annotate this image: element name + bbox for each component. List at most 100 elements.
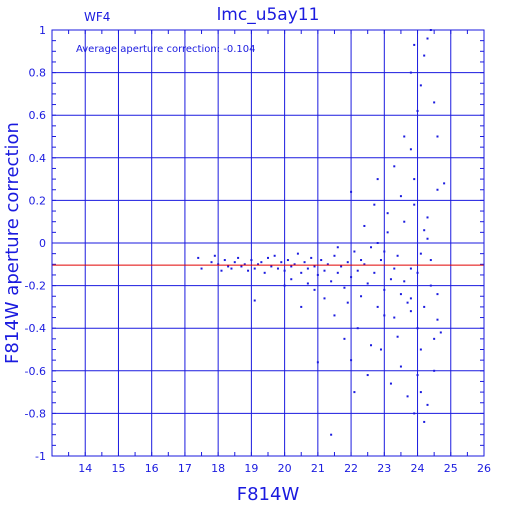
data-point <box>426 403 429 406</box>
data-point <box>213 254 216 257</box>
data-point <box>399 293 402 296</box>
data-point <box>426 216 429 219</box>
axis-ticks: 14 15 16 17 18 19 20 21 22 23 24 25 26 -1 -0.8 -0.6 -0.4… <box>25 24 491 475</box>
data-point <box>253 267 256 270</box>
data-point <box>429 284 432 287</box>
x-tick-label: 18 <box>211 462 225 475</box>
data-point <box>343 337 346 340</box>
data-point <box>303 261 306 264</box>
data-point <box>403 220 406 223</box>
data-point <box>419 252 422 255</box>
data-point <box>270 265 273 268</box>
data-point <box>230 267 233 270</box>
data-point <box>389 278 392 281</box>
data-point <box>300 305 303 308</box>
data-point <box>200 267 203 270</box>
data-point <box>409 148 412 151</box>
data-point <box>257 263 260 266</box>
chart-title: lmc_u5ay11 <box>217 5 320 25</box>
grid <box>52 29 485 457</box>
data-point <box>409 71 412 74</box>
data-point <box>316 361 319 364</box>
data-point <box>296 252 299 255</box>
data-point <box>413 178 416 181</box>
data-point <box>350 359 353 362</box>
data-point <box>429 259 432 262</box>
data-point <box>313 288 316 291</box>
data-point <box>366 374 369 377</box>
data-point <box>396 254 399 257</box>
data-point <box>433 337 436 340</box>
data-point <box>423 54 426 57</box>
data-point <box>350 276 353 279</box>
data-point <box>439 331 442 334</box>
data-point <box>419 84 422 87</box>
data-point <box>413 203 416 206</box>
data-point <box>413 412 416 415</box>
data-point <box>310 256 313 259</box>
x-tick-label: 16 <box>145 462 159 475</box>
data-point <box>416 374 419 377</box>
data-point <box>260 261 263 264</box>
y-tick-label: 0 <box>39 237 46 250</box>
data-point <box>409 310 412 313</box>
data-point <box>409 297 412 300</box>
y-tick-label: -0.8 <box>25 407 46 420</box>
data-point <box>416 109 419 112</box>
data-point <box>436 293 439 296</box>
data-point <box>403 280 406 283</box>
x-tick-label: 15 <box>111 462 125 475</box>
y-tick-label: -0.6 <box>25 365 46 378</box>
data-point <box>389 382 392 385</box>
data-point <box>376 242 379 244</box>
data-point <box>423 305 426 308</box>
data-point <box>286 259 289 262</box>
x-tick-label: 19 <box>244 462 258 475</box>
data-point <box>360 259 363 262</box>
x-tick-label: 21 <box>311 462 325 475</box>
data-point <box>237 256 240 259</box>
data-point <box>330 433 333 436</box>
data-point <box>217 263 220 266</box>
data-point <box>436 135 439 138</box>
chart-annotation: Average aperture correction: -0.104 <box>76 44 256 55</box>
data-point <box>220 269 223 272</box>
y-tick-label: 0.6 <box>29 109 47 122</box>
data-point <box>353 391 356 394</box>
data-point <box>223 259 226 262</box>
data-point <box>356 327 359 330</box>
data-point <box>233 261 236 264</box>
data-point <box>383 250 386 253</box>
x-tick-label: 22 <box>344 462 358 475</box>
plot-frame <box>51 29 485 457</box>
data-point <box>376 178 379 181</box>
data-point <box>253 299 256 302</box>
data-point <box>376 305 379 308</box>
data-point <box>276 267 279 270</box>
data-point <box>326 263 329 266</box>
y-tick-label: 0.4 <box>29 152 47 165</box>
data-point <box>393 165 396 168</box>
data-point <box>267 256 269 259</box>
data-point <box>370 344 373 347</box>
data-point <box>306 282 309 285</box>
x-tick-label: 26 <box>477 462 491 475</box>
data-point <box>363 224 366 227</box>
data-point <box>263 271 266 274</box>
data-point <box>406 301 409 304</box>
data-point <box>316 273 319 276</box>
data-point <box>356 269 359 272</box>
data-point <box>210 261 213 264</box>
data-point <box>283 269 286 272</box>
x-tick-label: 23 <box>377 462 391 475</box>
data-point <box>250 259 253 262</box>
data-point <box>290 278 293 281</box>
data-point <box>353 250 356 253</box>
data-point <box>419 348 422 351</box>
y-tick-label: -1 <box>35 450 46 463</box>
data-point <box>343 286 346 289</box>
y-tick-label: -0.4 <box>25 322 46 335</box>
data-point <box>443 182 446 185</box>
data-point <box>333 254 336 257</box>
